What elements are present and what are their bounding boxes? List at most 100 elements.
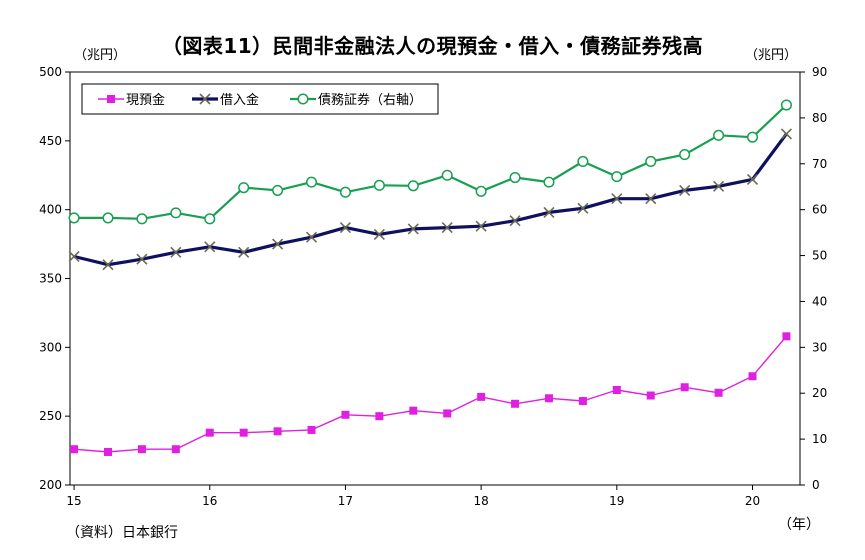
series-line	[74, 335, 787, 453]
data-point	[509, 171, 521, 184]
data-point	[238, 182, 250, 194]
legend: 現預金 借入金 債務証券（右軸）	[81, 83, 439, 115]
x-axis-tick-label: 18	[473, 494, 488, 508]
x-marker-stroke	[305, 231, 318, 243]
data-point	[611, 171, 623, 183]
data-point	[746, 131, 759, 143]
x-marker-stroke	[577, 202, 589, 214]
data-point	[339, 186, 351, 198]
data-point	[713, 180, 725, 192]
legend-label: 債務証券（右軸）	[318, 92, 422, 108]
data-point	[204, 213, 216, 225]
x-marker-stroke	[199, 93, 211, 105]
data-point	[204, 241, 216, 253]
legend-label: 現預金	[126, 92, 165, 108]
data-point	[205, 428, 214, 437]
data-point	[780, 128, 792, 140]
data-point	[645, 193, 657, 205]
right-axis-tick-label: 40	[812, 294, 827, 308]
right-axis-tick-label: 80	[812, 111, 827, 125]
series-1	[70, 332, 791, 456]
data-point	[305, 176, 318, 188]
x-marker-stroke	[272, 238, 284, 250]
x-marker-stroke	[713, 180, 725, 192]
data-point	[746, 173, 759, 185]
right-axis-tick-label: 10	[812, 432, 827, 446]
data-point	[238, 246, 250, 258]
data-point	[645, 155, 657, 168]
data-point	[170, 207, 182, 219]
legend-swatch-marker	[107, 95, 115, 103]
x-marker-stroke	[102, 259, 114, 271]
data-point	[509, 215, 521, 227]
data-point	[611, 193, 623, 205]
data-point	[339, 221, 352, 234]
data-point	[577, 155, 589, 168]
data-point	[373, 179, 385, 191]
data-point	[713, 129, 725, 141]
x-axis-tick-label: 19	[609, 494, 624, 508]
x-axis-unit: （年）	[778, 517, 820, 533]
legend-swatch-marker	[297, 93, 309, 105]
left-axis-unit: （兆円）	[74, 48, 127, 63]
data-point	[646, 391, 655, 400]
x-marker-stroke	[238, 246, 250, 258]
x-marker-stroke	[136, 253, 148, 265]
data-point	[68, 212, 80, 224]
data-point	[780, 99, 792, 111]
data-point	[70, 445, 79, 454]
data-point	[782, 332, 791, 341]
data-point	[102, 212, 114, 224]
legend-swatch-marker	[199, 93, 211, 105]
left-axis-tick-label: 450	[39, 134, 62, 148]
data-point	[578, 397, 587, 406]
data-point	[272, 238, 284, 250]
data-point	[577, 202, 589, 214]
data-point	[543, 206, 555, 218]
data-point	[544, 394, 553, 403]
right-axis-tick-label: 60	[812, 203, 827, 217]
data-point	[443, 409, 452, 418]
data-point	[441, 169, 453, 181]
data-point	[543, 176, 555, 188]
x-marker-stroke	[679, 184, 691, 196]
data-point	[136, 253, 148, 265]
data-point	[373, 228, 385, 241]
data-point	[170, 246, 182, 258]
data-point	[341, 410, 350, 419]
x-marker-stroke	[509, 215, 521, 227]
data-point	[136, 213, 148, 225]
x-marker-stroke	[441, 221, 453, 234]
data-point	[273, 427, 282, 436]
data-point	[407, 180, 419, 192]
right-axis-tick-label: 30	[812, 340, 827, 354]
data-point	[441, 221, 453, 234]
legend-box	[81, 83, 439, 115]
left-axis-tick-label: 200	[39, 478, 62, 492]
right-axis-tick-label: 70	[812, 157, 827, 171]
right-axis-tick-label: 90	[812, 65, 827, 79]
data-point	[375, 412, 384, 421]
data-point	[679, 184, 691, 196]
left-axis-tick-label: 350	[39, 272, 62, 286]
data-point	[475, 185, 487, 197]
x-marker-stroke	[543, 206, 555, 218]
data-point	[103, 447, 112, 456]
x-marker-stroke	[407, 223, 419, 235]
x-marker-stroke	[373, 228, 385, 241]
plot-frame	[69, 71, 801, 486]
x-marker-stroke	[68, 250, 80, 263]
right-axis-tick-label: 20	[812, 386, 827, 400]
data-point	[511, 399, 520, 408]
x-marker-stroke	[780, 128, 792, 140]
data-point	[102, 259, 114, 271]
left-axis-tick-label: 250	[39, 409, 62, 423]
source-note: （資料）日本銀行	[66, 525, 178, 541]
right-axis-tick-label: 0	[812, 478, 820, 492]
left-axis-tick-label: 300	[39, 340, 62, 354]
data-point	[407, 223, 419, 235]
x-axis-tick-label: 15	[66, 494, 81, 508]
data-point	[679, 149, 691, 161]
data-point	[714, 388, 723, 397]
